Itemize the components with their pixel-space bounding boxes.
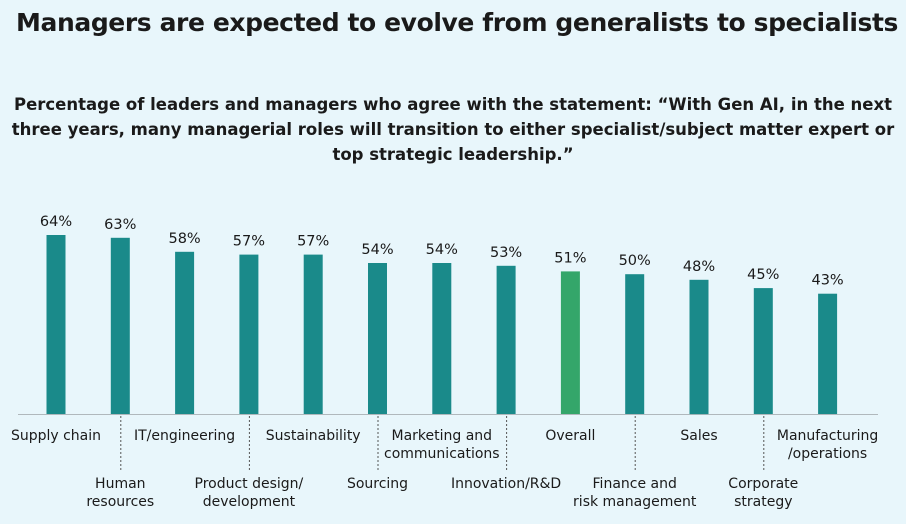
bar-9 xyxy=(625,274,645,414)
category-label-5: Sourcing xyxy=(347,476,408,492)
category-label-9: Finance and risk management xyxy=(573,476,697,510)
category-label-2: IT/engineering xyxy=(134,428,235,444)
subtitle-line-3: top strategic leadership.” xyxy=(332,145,574,164)
bar-2 xyxy=(175,251,195,414)
bar-10 xyxy=(689,279,709,415)
bar-3 xyxy=(239,254,259,414)
value-label-10: 48% xyxy=(683,259,715,275)
category-label-8: Overall xyxy=(545,428,595,444)
bar-1 xyxy=(110,237,130,414)
bar-11 xyxy=(753,288,773,414)
subtitle-line-1: Percentage of leaders and managers who a… xyxy=(13,95,892,114)
bar-8 xyxy=(560,271,580,414)
category-label-3: Product design/development xyxy=(195,476,304,510)
category-label-11: Corporate strategy xyxy=(728,476,798,510)
category-label-12: Manufacturing/operations xyxy=(777,428,878,462)
bar-0 xyxy=(46,235,66,414)
category-label-4: Sustainability xyxy=(266,428,361,444)
category-label-6: Marketing and communications xyxy=(384,428,500,462)
category-label-1: Human resources xyxy=(86,476,154,510)
value-label-2: 58% xyxy=(168,231,200,247)
value-label-9: 50% xyxy=(619,253,651,269)
subtitle-line-2: three years, many managerial roles will … xyxy=(11,120,895,139)
value-label-4: 57% xyxy=(297,234,329,250)
value-label-12: 43% xyxy=(811,273,843,289)
value-label-0: 64% xyxy=(40,214,72,230)
value-label-7: 53% xyxy=(490,245,522,261)
value-label-1: 63% xyxy=(104,217,136,233)
bar-12 xyxy=(818,293,838,414)
value-label-11: 45% xyxy=(747,267,779,283)
category-label-10: Sales xyxy=(680,428,717,444)
bar-7 xyxy=(496,265,516,414)
value-label-8: 51% xyxy=(554,250,586,266)
category-label-7: Innovation/R&D xyxy=(451,476,561,492)
bar-6 xyxy=(432,263,452,414)
page-title: Managers are expected to evolve from gen… xyxy=(16,8,899,37)
chart-subtitle: Percentage of leaders and managers who a… xyxy=(0,92,906,167)
value-label-3: 57% xyxy=(233,234,265,250)
value-label-6: 54% xyxy=(426,242,458,258)
bar-4 xyxy=(303,254,323,414)
value-label-5: 54% xyxy=(361,242,393,258)
bar-5 xyxy=(368,263,387,414)
category-label-0: Supply chain xyxy=(11,428,101,444)
